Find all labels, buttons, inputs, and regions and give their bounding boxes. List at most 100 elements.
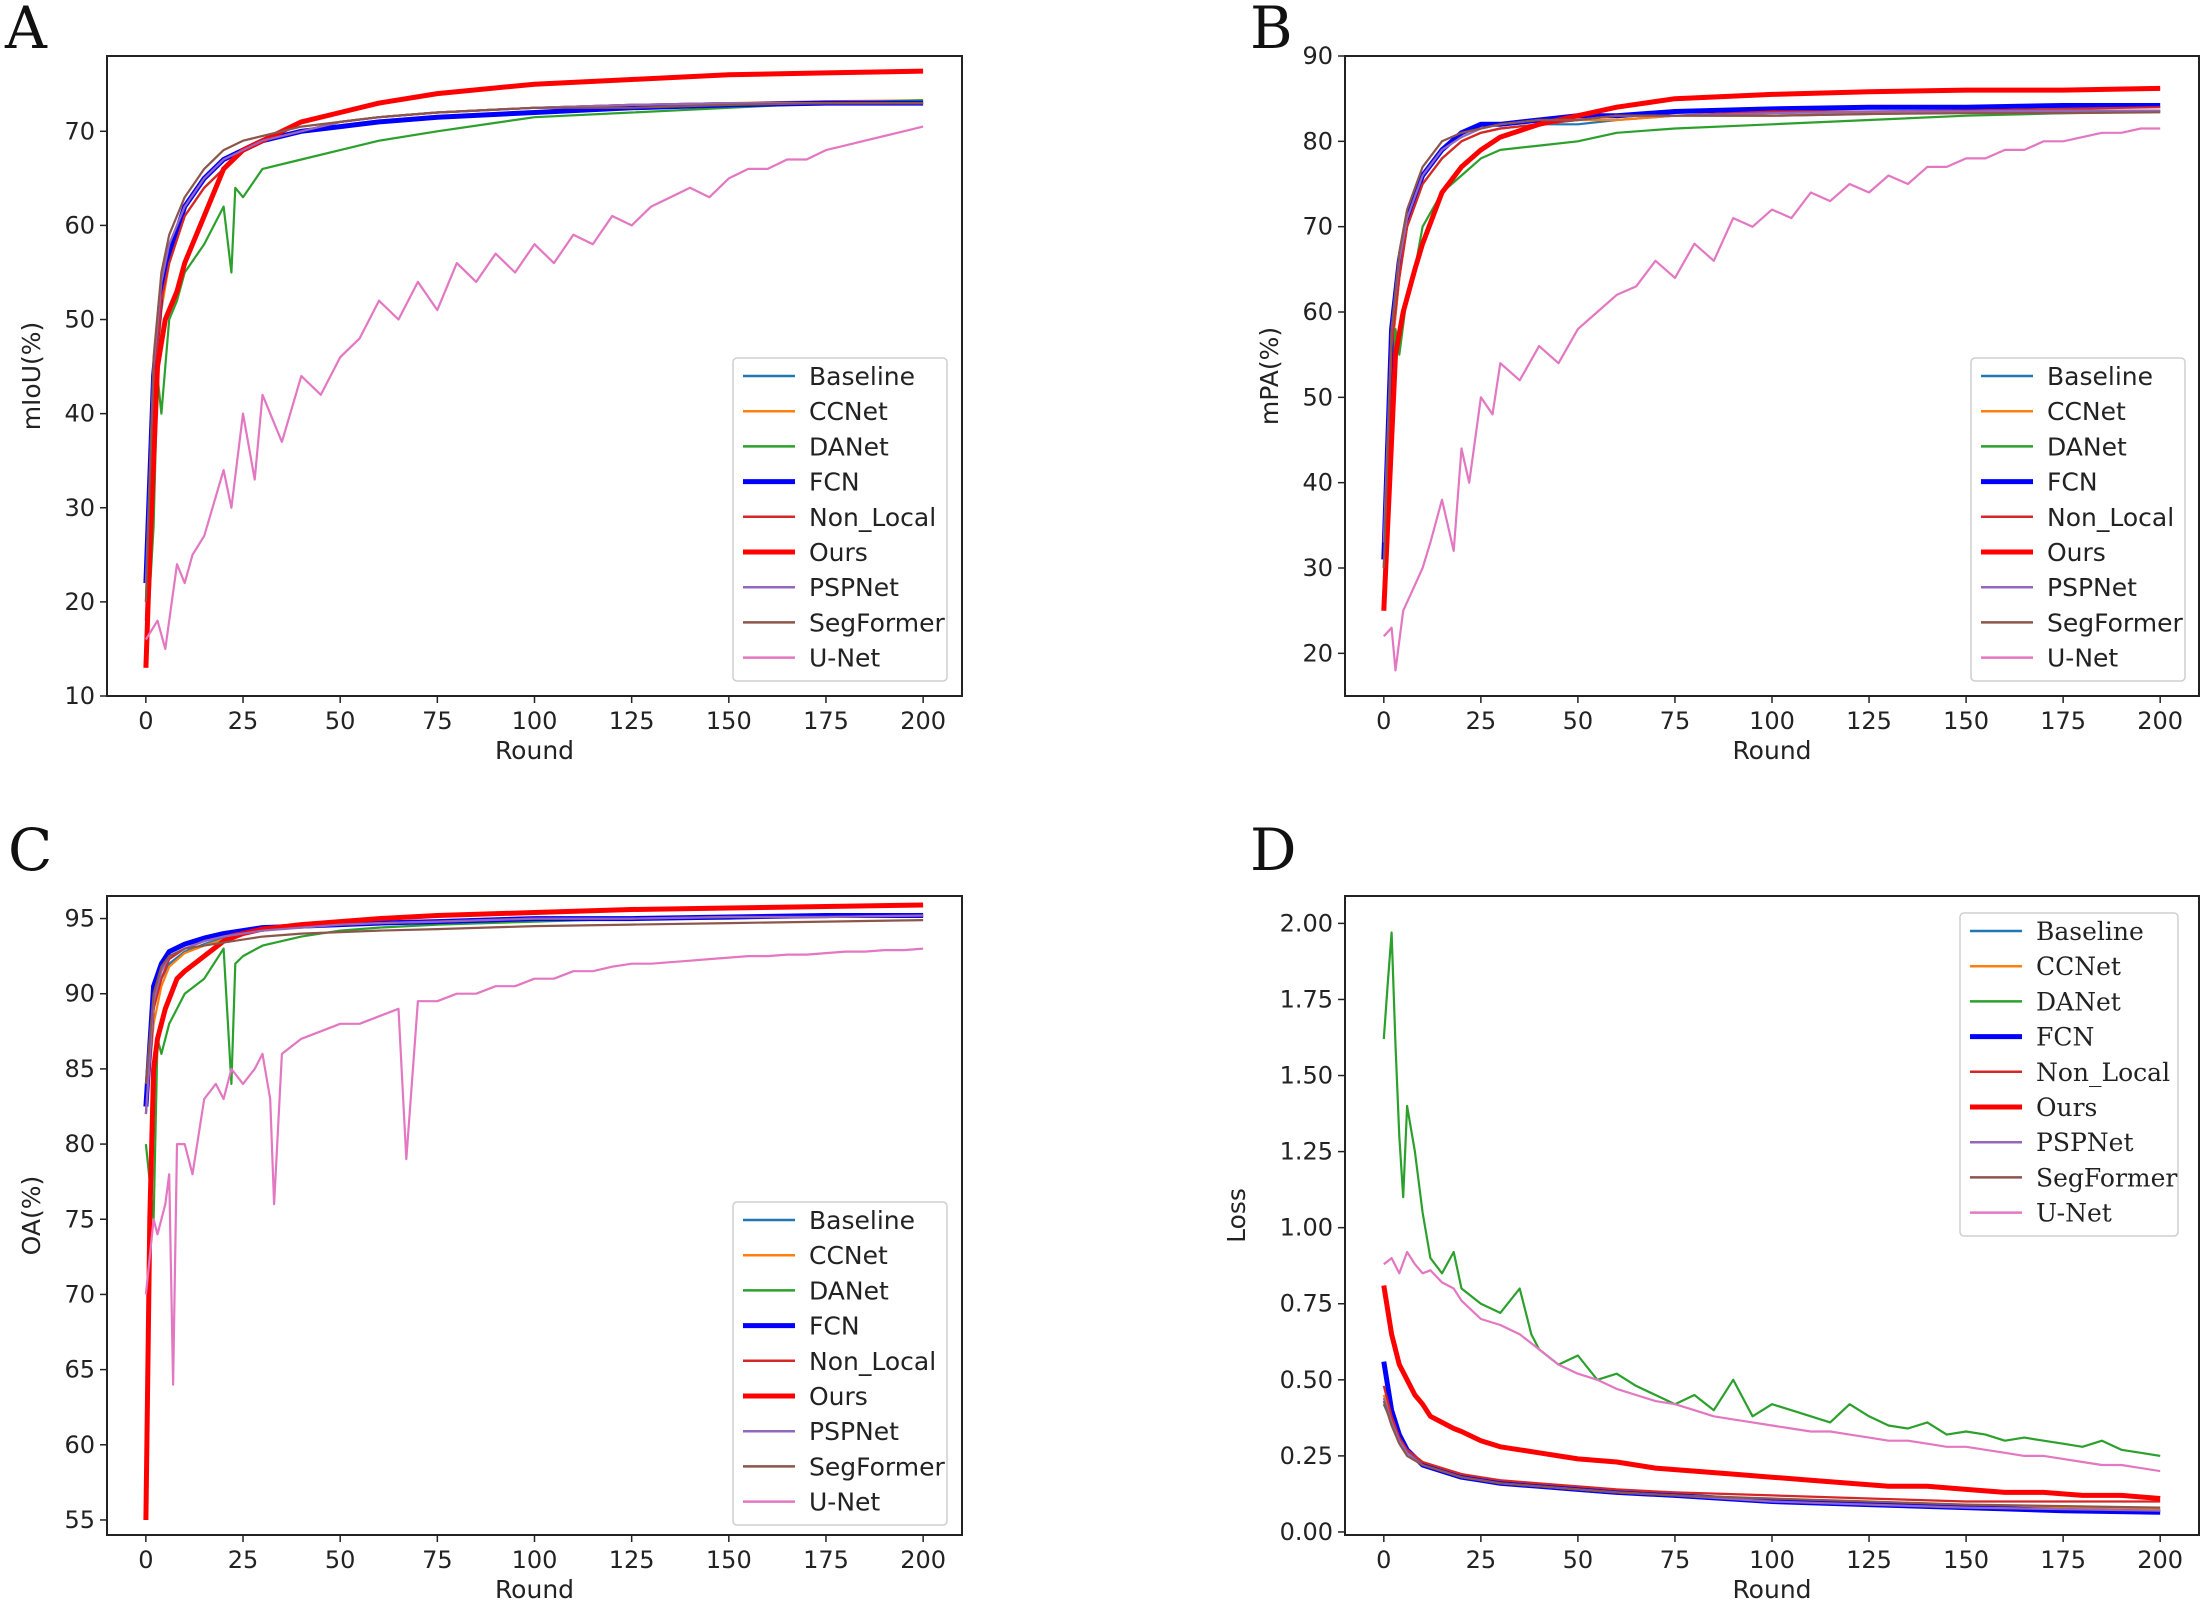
y-tick-label: 1.25 bbox=[1280, 1138, 1333, 1166]
legend-label-non-local: Non_Local bbox=[809, 503, 936, 532]
x-tick-label: 100 bbox=[512, 1546, 558, 1574]
y-tick-label: 65 bbox=[64, 1356, 95, 1384]
legend-label-danet: DANet bbox=[809, 1276, 889, 1305]
x-tick-label: 50 bbox=[1563, 1546, 1594, 1574]
x-tick-label: 175 bbox=[2040, 707, 2086, 735]
y-tick-label: 2.00 bbox=[1280, 909, 1333, 937]
y-tick-label: 75 bbox=[64, 1205, 95, 1233]
x-tick-label: 150 bbox=[706, 707, 752, 735]
y-tick-label: 10 bbox=[64, 682, 95, 710]
legend-label-u-net: U-Net bbox=[809, 1488, 880, 1517]
panel-letter: D bbox=[1250, 816, 1297, 884]
panel-letter: A bbox=[4, 0, 48, 62]
y-tick-label: 40 bbox=[1302, 469, 1333, 497]
legend-label-danet: DANet bbox=[809, 432, 889, 461]
y-tick-label: 60 bbox=[64, 211, 95, 239]
legend-label-danet: DANet bbox=[2036, 987, 2121, 1016]
series-line-non-local bbox=[1382, 1385, 2161, 1503]
legend-label-fcn: FCN bbox=[809, 1312, 860, 1341]
y-axis-label: mIoU(%) bbox=[17, 322, 46, 431]
legend-label-u-net: U-Net bbox=[2036, 1199, 2112, 1228]
legend-label-ccnet: CCNet bbox=[2036, 952, 2121, 981]
series-group bbox=[143, 68, 924, 668]
legend-label-fcn: FCN bbox=[809, 468, 860, 497]
legend-label-u-net: U-Net bbox=[809, 644, 880, 673]
series-line-ours bbox=[1381, 85, 2161, 611]
legend-label-danet: DANet bbox=[2047, 432, 2127, 461]
legend-label-segformer: SegFormer bbox=[2036, 1163, 2177, 1192]
y-tick-label: 90 bbox=[1302, 42, 1333, 70]
x-tick-label: 175 bbox=[803, 707, 849, 735]
legend-label-ccnet: CCNet bbox=[809, 397, 888, 426]
panel-letter: B bbox=[1250, 0, 1293, 62]
series-line-danet bbox=[1382, 931, 2161, 1457]
y-tick-label: 90 bbox=[64, 980, 95, 1008]
y-tick-label: 70 bbox=[1302, 213, 1333, 241]
series-line-ours bbox=[1381, 1285, 2161, 1501]
x-tick-label: 0 bbox=[138, 1546, 153, 1574]
panel-letter: C bbox=[8, 816, 52, 884]
legend-box bbox=[1970, 357, 2186, 682]
x-axis-label: Round bbox=[495, 1575, 574, 1604]
x-tick-label: 25 bbox=[228, 707, 259, 735]
series-line-segformer bbox=[1382, 1400, 2161, 1509]
series-group bbox=[1381, 931, 2161, 1515]
x-tick-label: 200 bbox=[2137, 1546, 2183, 1574]
legend-label-baseline: Baseline bbox=[809, 362, 915, 391]
y-tick-label: 80 bbox=[64, 1130, 95, 1158]
x-tick-label: 150 bbox=[1943, 1546, 1989, 1574]
legend-box bbox=[1959, 912, 2179, 1237]
series-line-u-net bbox=[144, 125, 924, 651]
x-tick-label: 175 bbox=[2040, 1546, 2086, 1574]
series-line-fcn bbox=[1381, 1361, 2161, 1515]
legend: Baseline CCNet DANet FCN Non_Local Ours PSPNet… bbox=[732, 357, 948, 682]
x-tick-label: 0 bbox=[1376, 1546, 1391, 1574]
x-tick-label: 175 bbox=[803, 1546, 849, 1574]
legend-label-ccnet: CCNet bbox=[2047, 397, 2126, 426]
series-line-danet bbox=[144, 99, 924, 659]
legend-label-segformer: SegFormer bbox=[2047, 608, 2183, 637]
x-tick-label: 75 bbox=[422, 707, 453, 735]
y-tick-label: 0.75 bbox=[1280, 1290, 1333, 1318]
y-tick-label: 20 bbox=[1302, 639, 1333, 667]
legend-label-ours: Ours bbox=[809, 1382, 868, 1411]
y-tick-label: 1.75 bbox=[1280, 985, 1333, 1013]
legend-label-ours: Ours bbox=[2036, 1093, 2097, 1122]
x-axis-label: Round bbox=[1732, 1575, 1811, 1604]
x-tick-label: 50 bbox=[325, 1546, 356, 1574]
y-tick-label: 70 bbox=[64, 117, 95, 145]
series-line-danet bbox=[1382, 110, 2161, 586]
series-line-segformer bbox=[144, 919, 924, 1084]
x-tick-label: 100 bbox=[1749, 1546, 1795, 1574]
y-tick-label: 70 bbox=[64, 1280, 95, 1308]
y-tick-label: 80 bbox=[1302, 127, 1333, 155]
x-tick-label: 75 bbox=[1660, 1546, 1691, 1574]
x-tick-label: 25 bbox=[1466, 1546, 1497, 1574]
x-tick-label: 50 bbox=[1563, 707, 1594, 735]
legend-label-segformer: SegFormer bbox=[809, 608, 945, 637]
x-tick-label: 25 bbox=[1466, 707, 1497, 735]
panel-c: C 0 25 50 75 100 125 150 175 200 55 60 65 70 75 80 85 90 9… bbox=[8, 816, 963, 1604]
x-tick-label: 25 bbox=[228, 1546, 259, 1574]
legend-label-non-local: Non_Local bbox=[2036, 1058, 2170, 1087]
x-tick-label: 200 bbox=[900, 707, 946, 735]
legend-label-fcn: FCN bbox=[2047, 468, 2098, 497]
x-axis-label: Round bbox=[1732, 736, 1811, 765]
y-tick-label: 50 bbox=[1302, 383, 1333, 411]
y-tick-label: 30 bbox=[1302, 554, 1333, 582]
x-tick-label: 100 bbox=[1749, 707, 1795, 735]
legend-box bbox=[732, 357, 948, 682]
x-tick-label: 50 bbox=[325, 707, 356, 735]
y-tick-label: 50 bbox=[64, 306, 95, 334]
panel-b: B 0 25 50 75 100 125 150 175 200 20 30 40 50 60 70 80 90 R… bbox=[1250, 0, 2200, 765]
legend-label-baseline: Baseline bbox=[2036, 917, 2144, 946]
legend-label-ours: Ours bbox=[2047, 538, 2106, 567]
legend: Baseline CCNet DANet FCN Non_Local Ours PSPNet… bbox=[732, 1201, 948, 1526]
series-line-pspnet bbox=[144, 101, 924, 584]
y-tick-label: 1.50 bbox=[1280, 1062, 1333, 1090]
y-tick-label: 85 bbox=[64, 1055, 95, 1083]
series-line-fcn bbox=[143, 913, 924, 1107]
y-axis-label: Loss bbox=[1222, 1188, 1251, 1243]
x-tick-label: 150 bbox=[1943, 707, 1989, 735]
